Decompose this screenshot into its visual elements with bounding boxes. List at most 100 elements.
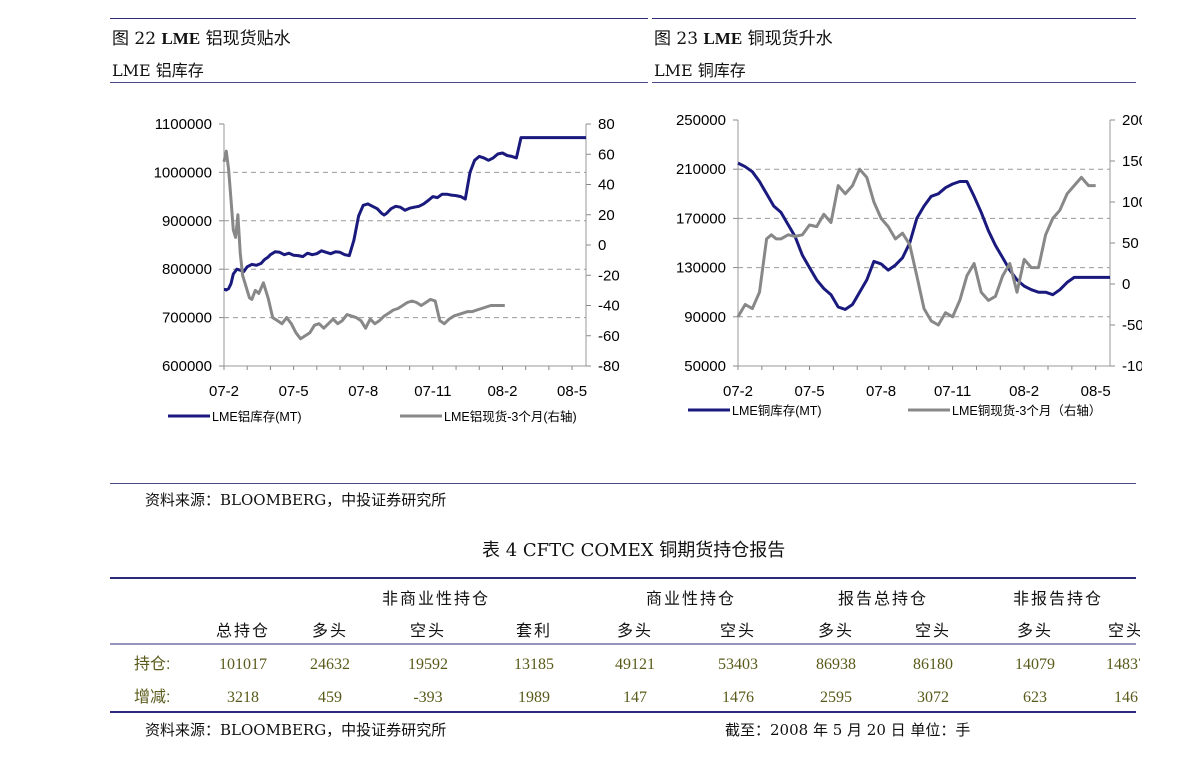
x-tick-label: 07-5 — [279, 383, 309, 400]
x-tick-label: 08-2 — [487, 383, 517, 400]
y-left-tick-label: 250000 — [676, 112, 726, 129]
legend-label-1: LME铝库存(MT) — [212, 409, 302, 424]
table-group-header: 报告总持仓 — [838, 590, 928, 608]
y-right-tick-label: 50 — [1122, 235, 1139, 252]
table-group-header: 商业性持仓 — [646, 590, 736, 608]
series-line-2 — [736, 167, 1096, 327]
table-cell: 1476 — [722, 689, 754, 706]
table-cell: 14837 — [1106, 656, 1140, 673]
series-line-1 — [223, 136, 586, 292]
table-row-label: 增减: — [134, 688, 170, 706]
table-subheader: 空头 — [915, 622, 951, 640]
table-cell: 146 — [1114, 689, 1138, 706]
y-right-tick-label: 60 — [598, 146, 615, 163]
y-right-tick-label: 0 — [1122, 276, 1130, 293]
y-left-tick-label: 90000 — [684, 309, 726, 326]
x-tick-label: 07-2 — [209, 383, 239, 400]
x-tick-label: 08-5 — [1081, 383, 1111, 400]
y-left-tick-label: 700000 — [162, 310, 212, 327]
y-right-tick-label: 0 — [598, 237, 606, 254]
table-subheader: 多头 — [617, 622, 653, 640]
table-subheader: 空头 — [410, 622, 446, 640]
y-left-tick-label: 1000000 — [154, 164, 212, 181]
table-subheader: 多头 — [1017, 622, 1053, 640]
chart-right: 250000 210000 170000 130000 90000 50000 200 150… — [676, 112, 1142, 418]
y-left-tick-label: 1100000 — [155, 116, 212, 133]
y-right-tick-label: -60 — [598, 328, 620, 345]
table-subheader: 空头 — [1108, 622, 1140, 640]
x-tick-label: 07-11 — [934, 383, 971, 400]
y-right-tick-label: 150 — [1122, 153, 1142, 170]
y-right-tick-label: 40 — [598, 177, 615, 194]
table-cell: 13185 — [514, 656, 554, 673]
y-left-tick-label: 900000 — [162, 213, 212, 230]
fig-right-title: 图 23 LME 铜现货升水 — [654, 29, 833, 49]
table-subheader: 空头 — [720, 622, 756, 640]
y-right-tick-label: -40 — [598, 298, 620, 315]
table-cell: 101017 — [219, 656, 267, 673]
fig-right-top-rule — [652, 18, 1136, 19]
table-subheader: 套利 — [516, 622, 552, 640]
fig-left-title: 图 22 LME 铝现货贴水 — [112, 29, 291, 49]
x-tick-label: 08-2 — [1009, 383, 1039, 400]
y-right-tick-label: 80 — [598, 116, 615, 133]
y-left-tick-label: 50000 — [684, 358, 726, 375]
legend-label-1: LME铜库存(MT) — [732, 403, 822, 418]
figures-source: 资料来源：BLOOMBERG，中投证券研究所 — [145, 491, 447, 509]
fig-left-sub-rule — [110, 82, 648, 83]
x-tick-label: 07-8 — [866, 383, 896, 400]
table-group-header: 非报告持仓 — [1013, 590, 1103, 608]
y-right-tick-label: -20 — [598, 267, 620, 284]
table-group-header: 非商业性持仓 — [382, 590, 490, 608]
table-cell: 147 — [623, 689, 647, 706]
table-cell: 3072 — [917, 689, 949, 706]
source-rule — [110, 483, 1136, 484]
y-right-tick-label: 20 — [598, 207, 615, 224]
x-tick-label: 07-2 — [723, 383, 753, 400]
table-subheader: 多头 — [312, 622, 348, 640]
table-cell: 86938 — [816, 656, 856, 673]
fig-right-subtitle: LME 铜库存 — [654, 61, 746, 80]
table-cell: 2595 — [820, 689, 852, 706]
y-right-tick-label: 200 — [1122, 112, 1142, 129]
series-line-2 — [222, 149, 505, 341]
y-left-tick-label: 800000 — [162, 261, 212, 278]
y-right-tick-label: -50 — [1122, 317, 1142, 334]
table-cell: 19592 — [408, 656, 448, 673]
table-note: 截至：2008 年 5 月 20 日 单位：手 — [725, 721, 971, 739]
table-cell: 3218 — [227, 689, 259, 706]
y-left-tick-label: 600000 — [162, 358, 212, 375]
series-line-1 — [737, 161, 1110, 311]
y-left-tick-label: 170000 — [676, 210, 726, 227]
y-left-tick-label: 210000 — [676, 161, 726, 178]
table-cell: -393 — [413, 689, 442, 706]
legend-label-2: LME铝现货-3个月(右轴) — [444, 409, 577, 424]
table-title: 表 4 CFTC COMEX 铜期货持仓报告 — [482, 540, 786, 561]
y-left-tick-label: 130000 — [676, 260, 726, 277]
y-right-tick-label: -100 — [1122, 358, 1142, 375]
legend-label-2: LME铜现货-3个月（右轴） — [952, 403, 1101, 418]
table-cell: 1989 — [518, 689, 550, 706]
x-tick-label: 07-8 — [348, 383, 378, 400]
table-cell: 86180 — [913, 656, 953, 673]
table-cell: 53403 — [718, 656, 758, 673]
table-cell: 623 — [1023, 689, 1047, 706]
x-tick-label: 07-5 — [795, 383, 825, 400]
table-source: 资料来源：BLOOMBERG，中投证券研究所 — [145, 721, 447, 739]
fig-left-subtitle: LME 铝库存 — [112, 61, 204, 80]
chart-left: 1100000 1000000 900000 800000 700000 600000 80… — [154, 116, 620, 424]
x-tick-label: 07-11 — [414, 383, 451, 400]
y-right-tick-label: 100 — [1122, 194, 1142, 211]
fig-right-sub-rule — [652, 82, 1136, 83]
table-subheader: 多头 — [818, 622, 854, 640]
y-right-tick-label: -80 — [598, 358, 620, 375]
table-row-label: 持仓: — [134, 655, 170, 673]
fig-left-top-rule — [110, 18, 648, 19]
table-subheader: 总持仓 — [216, 622, 270, 640]
table-cell: 459 — [318, 689, 342, 706]
table-cell: 49121 — [615, 656, 655, 673]
table-cell: 14079 — [1015, 656, 1055, 673]
table-cell: 24632 — [310, 656, 350, 673]
x-tick-label: 08-5 — [557, 383, 587, 400]
